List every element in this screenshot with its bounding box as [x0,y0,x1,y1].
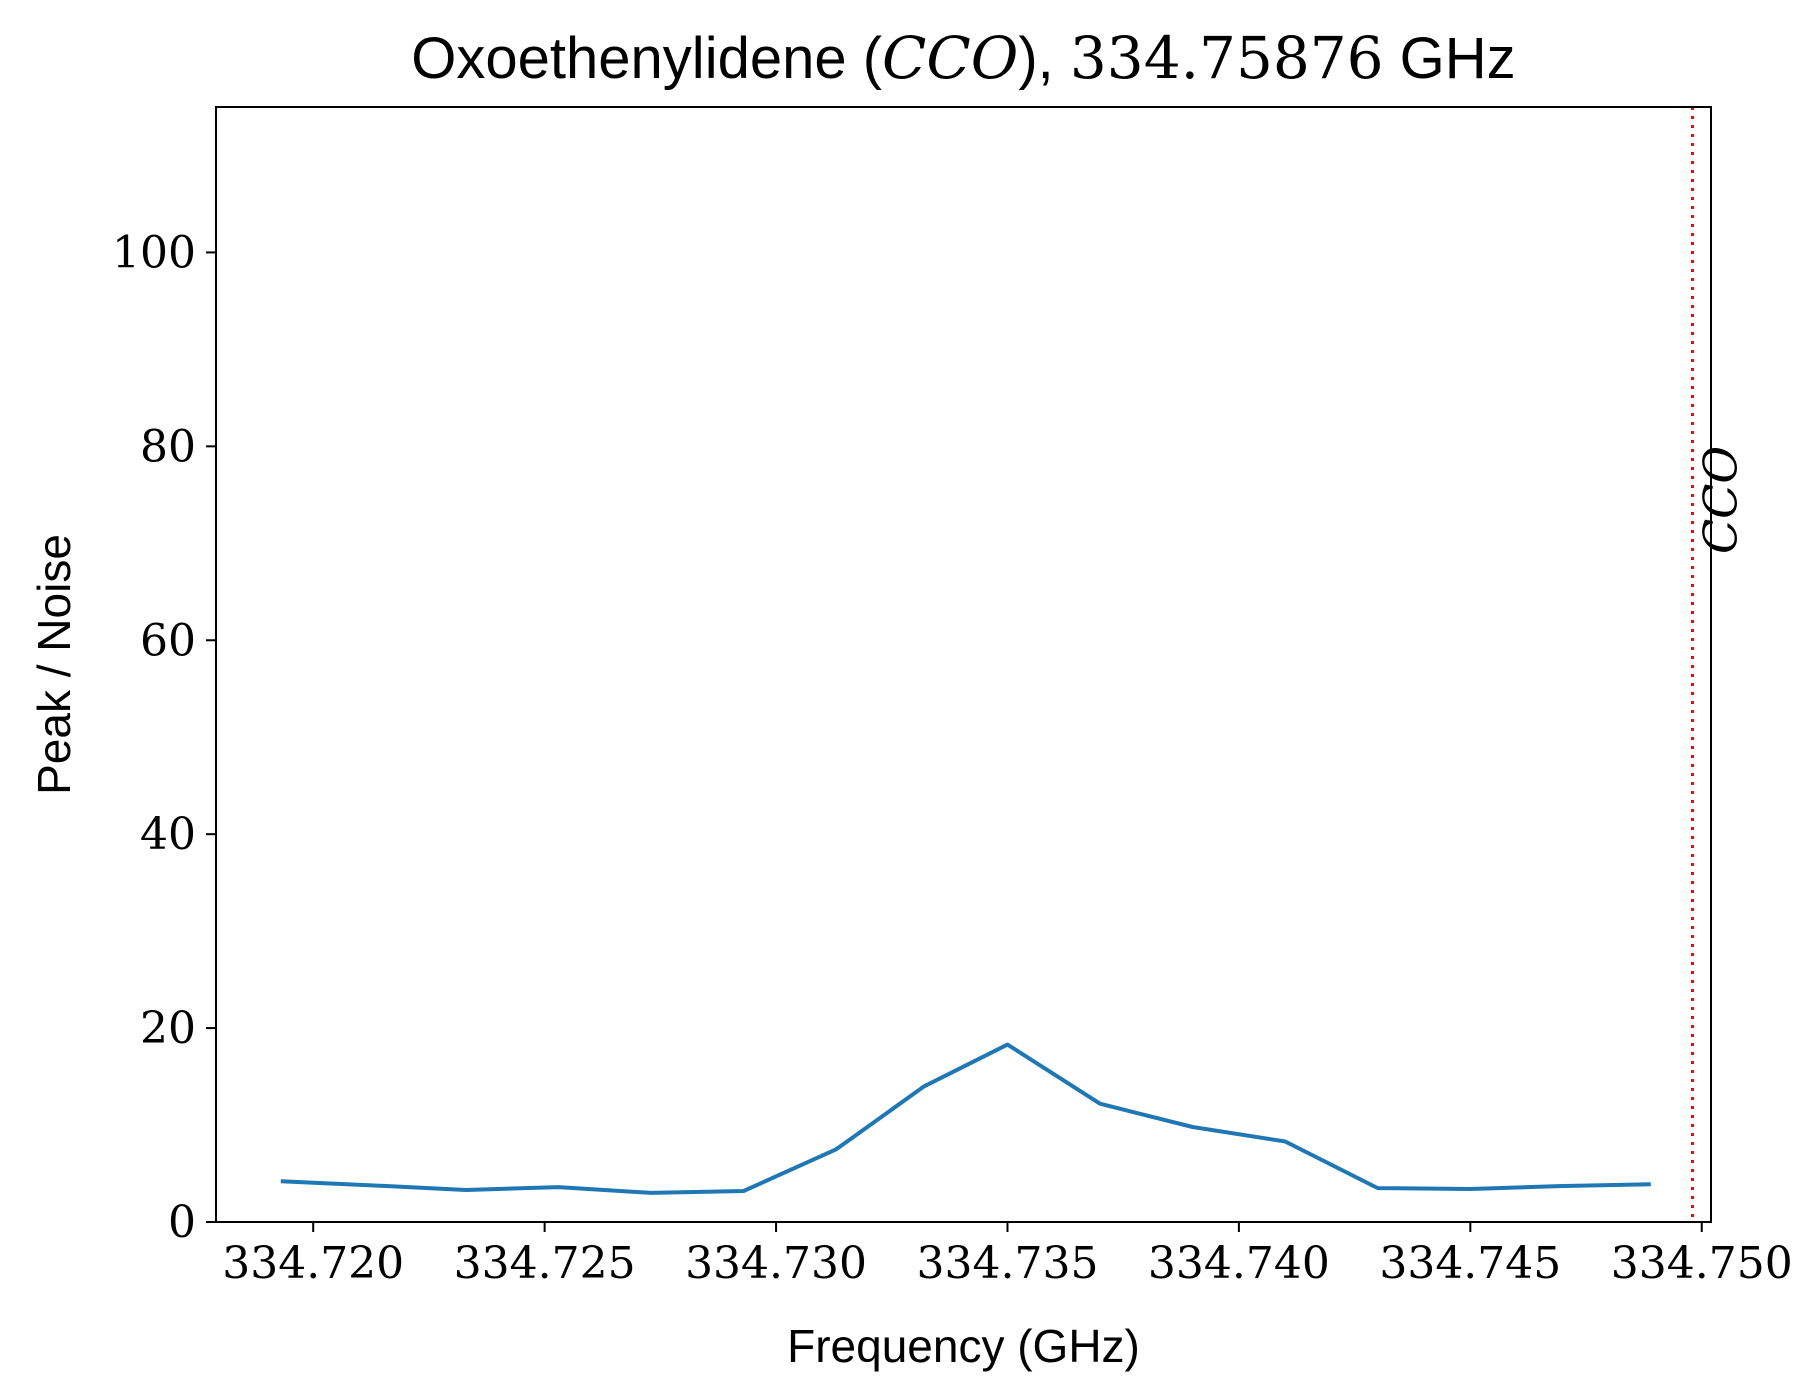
y-tick-label: 60 [140,615,196,666]
reference-line-label: CCO [1693,446,1747,554]
x-axis-label: Frequency (GHz) [787,1320,1140,1372]
chart-title: Oxoethenylidene (CCO), 334.75876 GHz [411,24,1515,92]
title-frequency: 334.75876 [1070,24,1384,92]
title-prefix: Oxoethenylidene ( [411,26,882,91]
y-tick-label: 40 [140,809,196,860]
x-tick-label: 334.730 [685,1238,867,1289]
x-axis-ticks: 334.720 334.725 334.730 334.735 334.740 334.7… [222,1222,1793,1289]
title-suffix: GHz [1384,26,1516,91]
series-line [280,1042,1651,1195]
title-middle: ), [1018,26,1070,91]
y-tick-label: 100 [112,227,196,278]
x-tick-label: 334.740 [1148,1238,1330,1289]
y-tick-label: 80 [140,421,196,472]
x-tick-label: 334.750 [1611,1238,1793,1289]
series-layer [280,1042,1651,1195]
plot-frame [215,106,1712,1223]
x-tick-label: 334.720 [222,1238,404,1289]
x-tick-label: 334.725 [454,1238,636,1289]
x-tick-label: 334.745 [1379,1238,1561,1289]
y-axis-label: Peak / Noise [28,534,80,795]
annotation-layer: CCO [1690,107,1747,1222]
title-molecule: CCO [882,24,1018,92]
x-tick-label: 334.735 [916,1238,1098,1289]
y-tick-label: 0 [168,1197,196,1248]
y-axis-ticks: 0 20 40 60 80 100 [112,227,216,1248]
y-tick-label: 20 [140,1003,196,1054]
